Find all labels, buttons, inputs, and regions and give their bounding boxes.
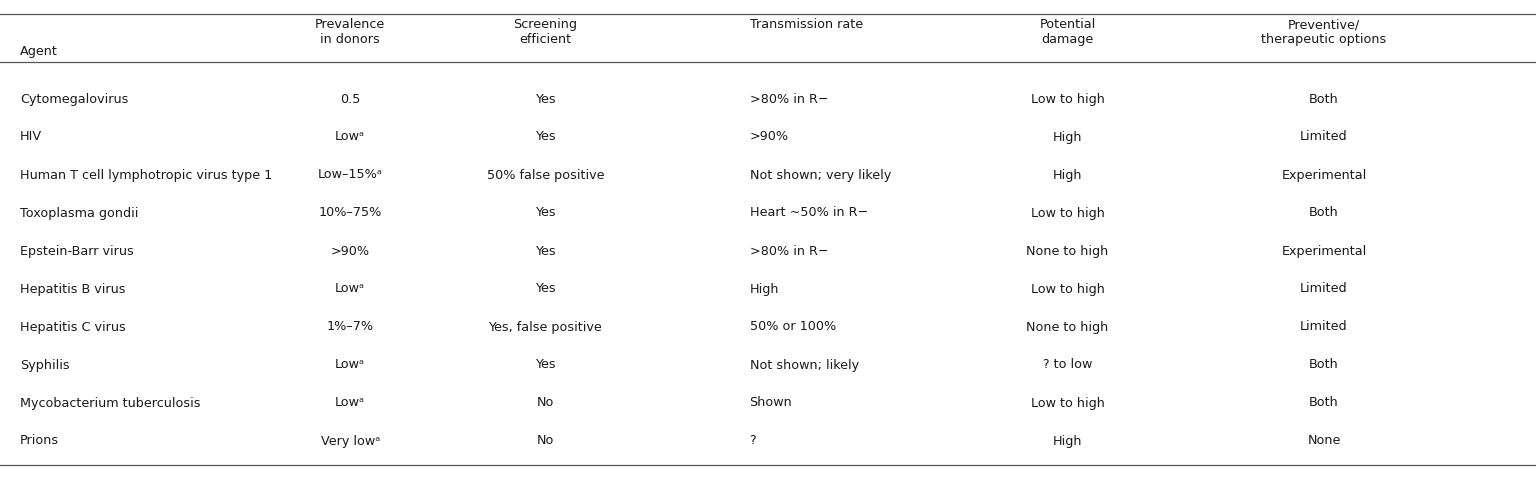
Text: Epstein-Barr virus: Epstein-Barr virus	[20, 244, 134, 258]
Text: Both: Both	[1309, 358, 1339, 372]
Text: Limited: Limited	[1299, 283, 1349, 296]
Text: Yes: Yes	[535, 206, 556, 219]
Text: None: None	[1307, 434, 1341, 447]
Text: Prions: Prions	[20, 434, 58, 447]
Text: Agent: Agent	[20, 45, 58, 58]
Text: Yes, false positive: Yes, false positive	[488, 320, 602, 333]
Text: Low to high: Low to high	[1031, 397, 1104, 410]
Text: ?: ?	[750, 434, 756, 447]
Text: Both: Both	[1309, 92, 1339, 105]
Text: Transmission rate: Transmission rate	[750, 18, 863, 31]
Text: Limited: Limited	[1299, 320, 1349, 333]
Text: Hepatitis C virus: Hepatitis C virus	[20, 320, 126, 333]
Text: ? to low: ? to low	[1043, 358, 1092, 372]
Text: Preventive/
therapeutic options: Preventive/ therapeutic options	[1261, 18, 1387, 46]
Text: Very lowᵃ: Very lowᵃ	[321, 434, 379, 447]
Text: High: High	[1052, 434, 1083, 447]
Text: Heart ~50% in R−: Heart ~50% in R−	[750, 206, 868, 219]
Text: Prevalence
in donors: Prevalence in donors	[315, 18, 386, 46]
Text: Low to high: Low to high	[1031, 206, 1104, 219]
Text: >90%: >90%	[330, 244, 370, 258]
Text: Screening
efficient: Screening efficient	[513, 18, 578, 46]
Text: No: No	[536, 397, 554, 410]
Text: Low to high: Low to high	[1031, 92, 1104, 105]
Text: High: High	[1052, 130, 1083, 144]
Text: Human T cell lymphotropic virus type 1: Human T cell lymphotropic virus type 1	[20, 169, 272, 182]
Text: Yes: Yes	[535, 92, 556, 105]
Text: Yes: Yes	[535, 130, 556, 144]
Text: Experimental: Experimental	[1281, 169, 1367, 182]
Text: 50% or 100%: 50% or 100%	[750, 320, 836, 333]
Text: Lowᵃ: Lowᵃ	[335, 130, 366, 144]
Text: Toxoplasma gondii: Toxoplasma gondii	[20, 206, 138, 219]
Text: Not shown; likely: Not shown; likely	[750, 358, 859, 372]
Text: Both: Both	[1309, 397, 1339, 410]
Text: Not shown; very likely: Not shown; very likely	[750, 169, 891, 182]
Text: High: High	[1052, 169, 1083, 182]
Text: Yes: Yes	[535, 358, 556, 372]
Text: Cytomegalovirus: Cytomegalovirus	[20, 92, 129, 105]
Text: HIV: HIV	[20, 130, 41, 144]
Text: High: High	[750, 283, 779, 296]
Text: Shown: Shown	[750, 397, 793, 410]
Text: No: No	[536, 434, 554, 447]
Text: Yes: Yes	[535, 244, 556, 258]
Text: Potential
damage: Potential damage	[1040, 18, 1095, 46]
Text: Lowᵃ: Lowᵃ	[335, 283, 366, 296]
Text: None to high: None to high	[1026, 320, 1109, 333]
Text: Mycobacterium tuberculosis: Mycobacterium tuberculosis	[20, 397, 201, 410]
Text: 1%–7%: 1%–7%	[327, 320, 373, 333]
Text: >90%: >90%	[750, 130, 788, 144]
Text: Hepatitis B virus: Hepatitis B virus	[20, 283, 126, 296]
Text: Lowᵃ: Lowᵃ	[335, 358, 366, 372]
Text: 10%–75%: 10%–75%	[318, 206, 382, 219]
Text: Both: Both	[1309, 206, 1339, 219]
Text: Low–15%ᵃ: Low–15%ᵃ	[318, 169, 382, 182]
Text: >80% in R−: >80% in R−	[750, 92, 828, 105]
Text: >80% in R−: >80% in R−	[750, 244, 828, 258]
Text: Limited: Limited	[1299, 130, 1349, 144]
Text: Lowᵃ: Lowᵃ	[335, 397, 366, 410]
Text: Syphilis: Syphilis	[20, 358, 69, 372]
Text: Yes: Yes	[535, 283, 556, 296]
Text: Low to high: Low to high	[1031, 283, 1104, 296]
Text: None to high: None to high	[1026, 244, 1109, 258]
Text: 0.5: 0.5	[339, 92, 361, 105]
Text: 50% false positive: 50% false positive	[487, 169, 604, 182]
Text: Experimental: Experimental	[1281, 244, 1367, 258]
